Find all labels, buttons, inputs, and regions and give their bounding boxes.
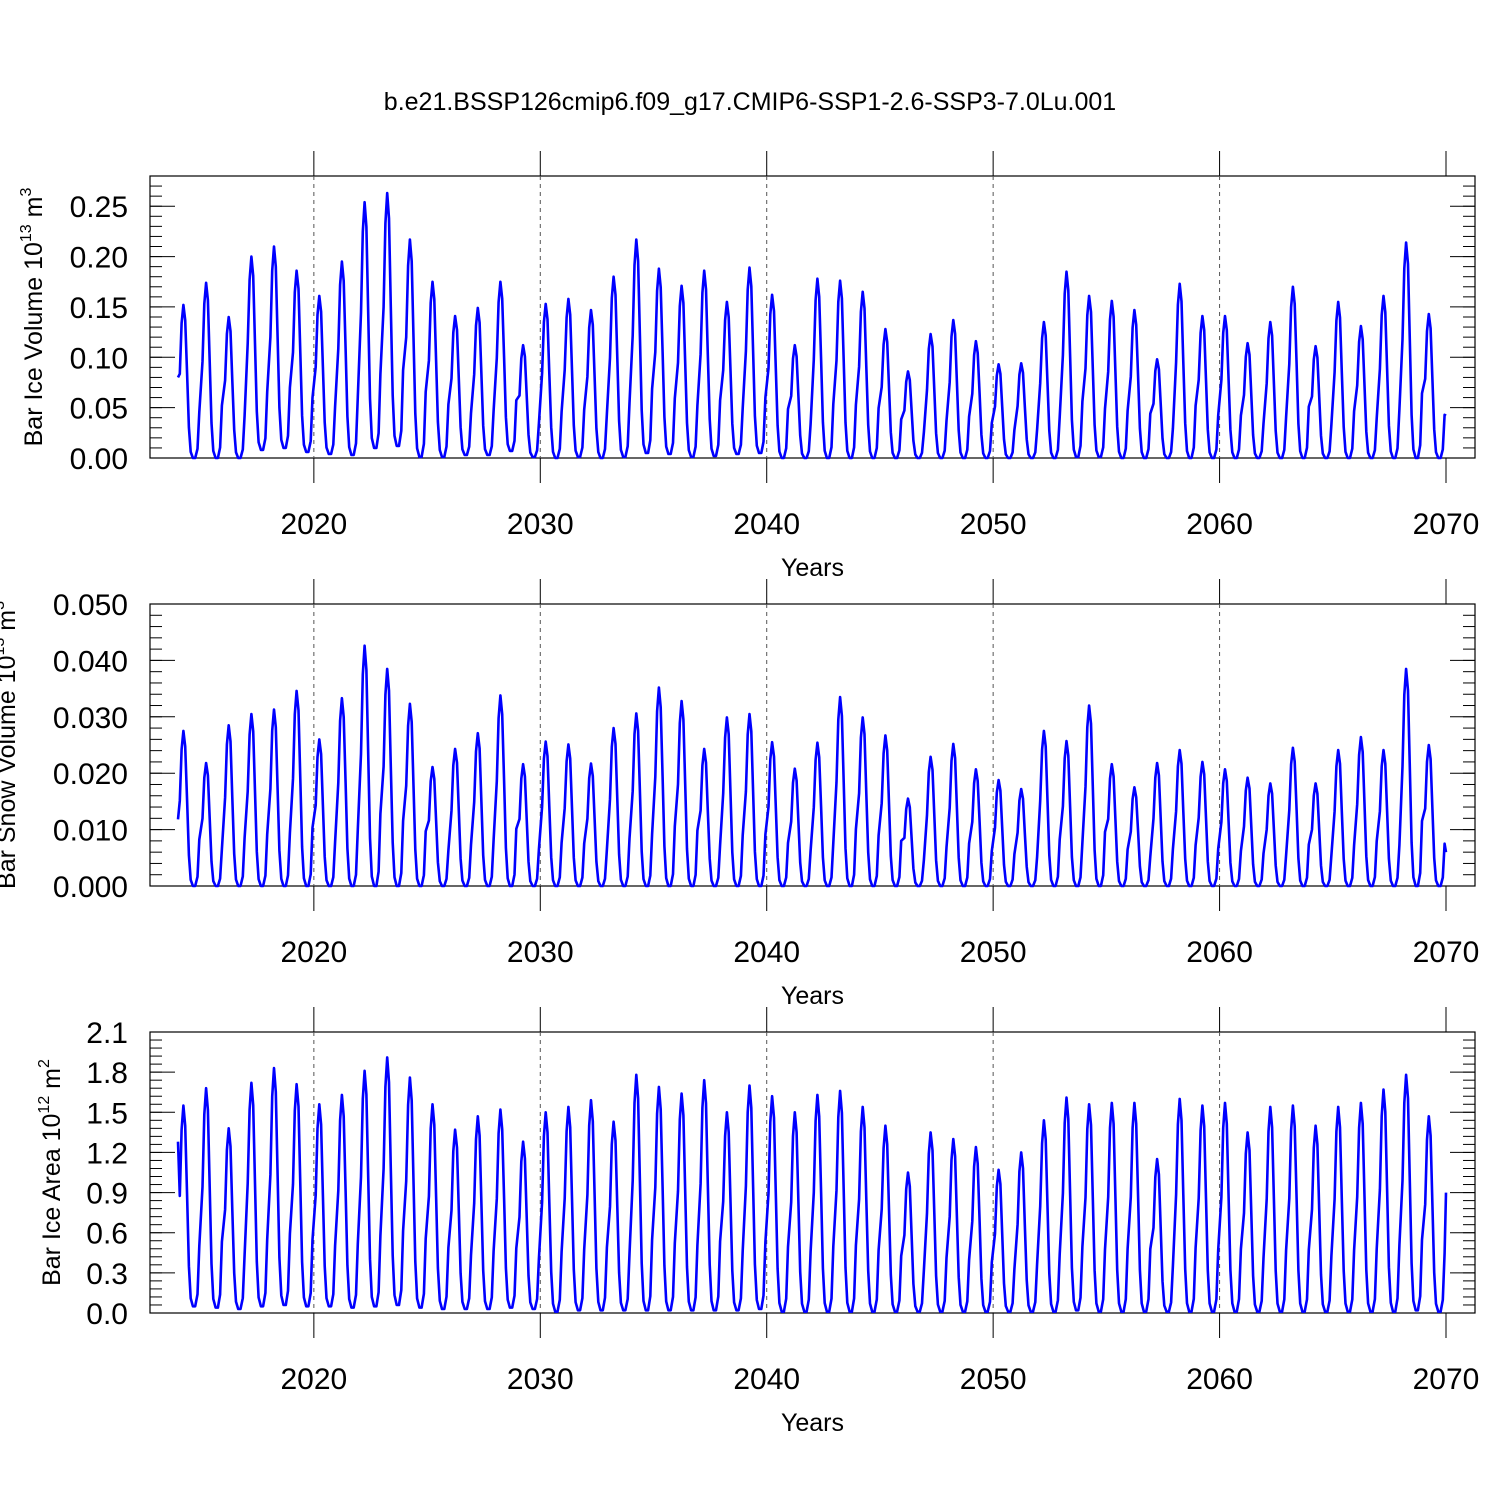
plot-frame bbox=[149, 603, 1476, 887]
x-tick-label: 2050 bbox=[960, 1363, 1027, 1396]
x-tick-label: 2030 bbox=[507, 936, 574, 969]
x-tick-label: 2070 bbox=[1413, 508, 1480, 541]
y-tick-label: 0.010 bbox=[53, 815, 128, 848]
x-tick-label: 2040 bbox=[733, 936, 800, 969]
x-axis-label: Years bbox=[781, 1409, 844, 1437]
x-tick-label: 2020 bbox=[280, 1363, 347, 1396]
y-tick-label: 0.0 bbox=[86, 1298, 128, 1331]
x-tick-label: 2060 bbox=[1186, 1363, 1253, 1396]
y-tick-label: 0.15 bbox=[70, 292, 128, 325]
y-tick-label: 0.00 bbox=[70, 443, 128, 476]
panel-1: 2020 2030 2040 2050 2060 2070 0.00 0.05 0.10 0.15… bbox=[18, 151, 1479, 582]
plot-frame bbox=[149, 1031, 1476, 1314]
y-tick-label: 0.10 bbox=[70, 342, 128, 375]
series-line bbox=[176, 1056, 1448, 1313]
x-axis-label: Years bbox=[781, 554, 844, 582]
series-line bbox=[176, 191, 1447, 460]
y-axis-label: Bar Ice Volume 1013 m3 bbox=[18, 188, 48, 447]
peak-marks bbox=[183, 193, 1429, 372]
x-tick-label: 2070 bbox=[1413, 1363, 1480, 1396]
y-tick-label: 1.8 bbox=[86, 1057, 128, 1090]
y-tick-label: 1.2 bbox=[86, 1137, 128, 1170]
x-tick-label: 2030 bbox=[507, 508, 574, 541]
x-tick-label: 2060 bbox=[1186, 936, 1253, 969]
x-tick-label: 2040 bbox=[733, 1363, 800, 1396]
y-tick-label: 0.25 bbox=[70, 191, 128, 224]
x-tick-label: 2060 bbox=[1186, 508, 1253, 541]
y-tick-label: 0.9 bbox=[86, 1178, 128, 1211]
peak-marks bbox=[183, 645, 1429, 799]
x-tick-label: 2040 bbox=[733, 508, 800, 541]
x-tick-label: 2070 bbox=[1413, 936, 1480, 969]
x-tick-label: 2020 bbox=[280, 508, 347, 541]
y-tick-label: 0.020 bbox=[53, 758, 128, 791]
y-tick-label: 0.030 bbox=[53, 702, 128, 735]
y-tick-label: 0.000 bbox=[53, 871, 128, 904]
x-tick-label: 2030 bbox=[507, 1363, 574, 1396]
panel-2: 2020 2030 2040 2050 2060 2070 0.000 0.010 0.020 0… bbox=[0, 579, 1479, 1010]
x-tick-label: 2050 bbox=[960, 936, 1027, 969]
x-tick-label: 2020 bbox=[280, 936, 347, 969]
peak-marks bbox=[183, 1057, 1429, 1173]
y-axis-label: Bar Snow Volume 1013 m3 bbox=[0, 601, 21, 889]
y-tick-label: 2.1 bbox=[86, 1017, 128, 1050]
y-tick-label: 0.3 bbox=[86, 1258, 128, 1291]
panels: 2020 2030 2040 2050 2060 2070 0.00 0.05 0.10 0.15… bbox=[0, 151, 1479, 1437]
x-tick-label: 2050 bbox=[960, 508, 1027, 541]
y-tick-label: 0.20 bbox=[70, 242, 128, 275]
y-axis-label: Bar Ice Area 1012 m2 bbox=[36, 1059, 66, 1286]
y-tick-label: 0.040 bbox=[53, 645, 128, 678]
x-axis-label: Years bbox=[781, 982, 844, 1010]
chart-title: b.e21.BSSP126cmip6.f09_g17.CMIP6-SSP1-2.… bbox=[384, 88, 1116, 116]
y-tick-label: 0.050 bbox=[53, 589, 128, 622]
y-tick-label: 1.5 bbox=[86, 1097, 128, 1130]
y-tick-label: 0.6 bbox=[86, 1218, 128, 1251]
panel-3: 2020 2030 2040 2050 2060 2070 0.0 0.3 0.6 0.9 1.2 1… bbox=[36, 1007, 1479, 1437]
y-tick-label: 0.05 bbox=[70, 393, 128, 426]
series-line bbox=[176, 644, 1448, 888]
